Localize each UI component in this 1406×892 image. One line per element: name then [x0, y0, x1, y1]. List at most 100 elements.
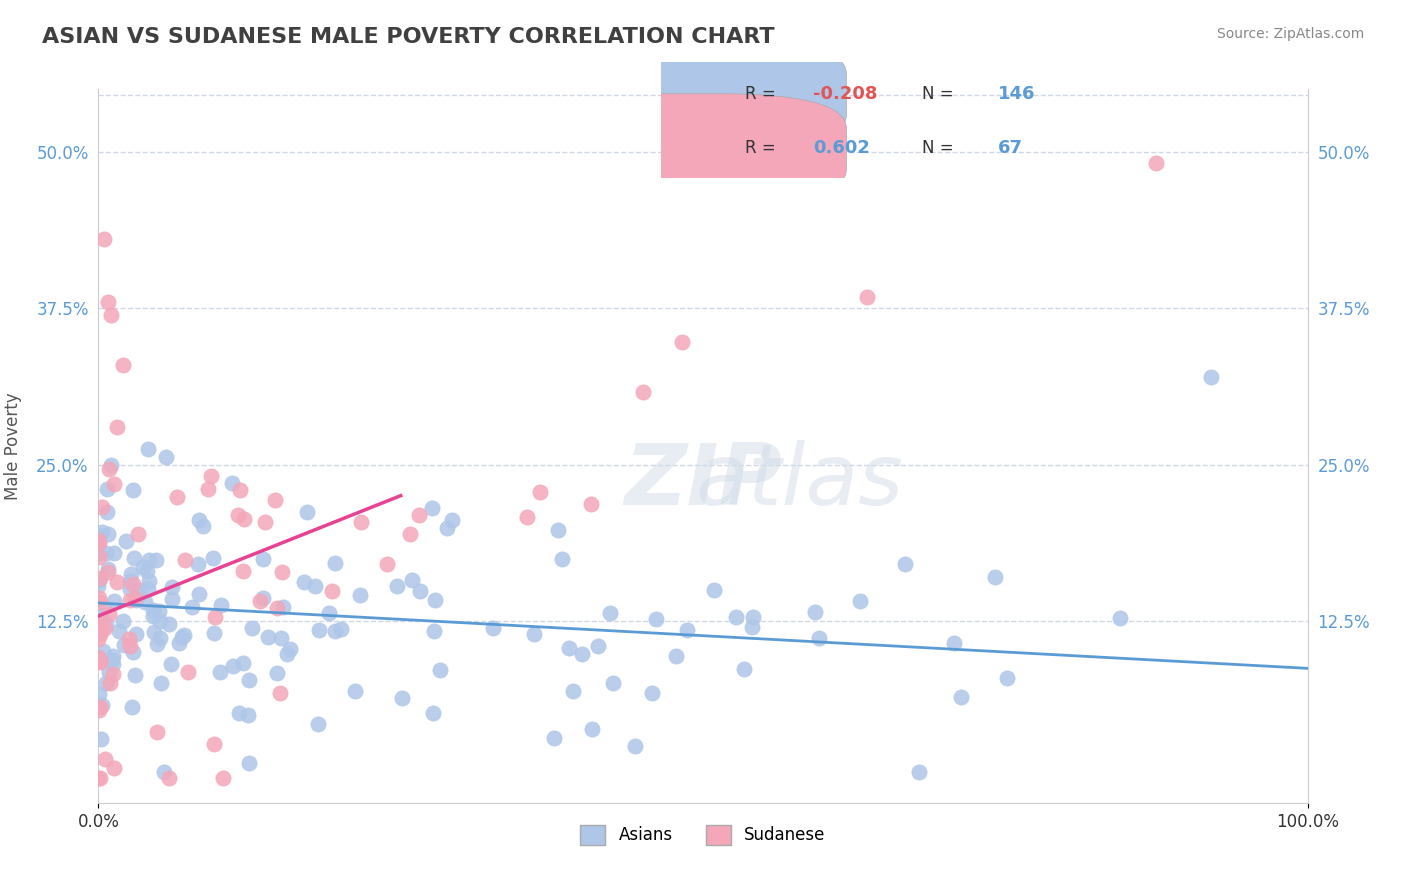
- Point: [87, 550, 110, 565]
- Point: [87, 632, 110, 646]
- Point: [94, 546, 117, 560]
- Point: [602, 676, 624, 690]
- Point: [155, 450, 177, 465]
- Point: [138, 553, 160, 567]
- Point: [89, 591, 111, 605]
- Point: [581, 722, 603, 736]
- Text: Source: ZipAtlas.com: Source: ZipAtlas.com: [1216, 27, 1364, 41]
- Point: [100, 653, 122, 667]
- Point: [209, 665, 232, 679]
- Point: [641, 686, 664, 700]
- Point: [98, 462, 121, 476]
- Point: [87, 533, 110, 548]
- Point: [849, 594, 872, 608]
- Point: [122, 483, 145, 497]
- Point: [157, 771, 180, 785]
- Point: [148, 604, 170, 618]
- Point: [238, 673, 260, 688]
- Point: [187, 586, 209, 600]
- Point: [89, 626, 111, 640]
- Point: [89, 700, 111, 714]
- Text: N =: N =: [922, 85, 959, 103]
- Point: [399, 526, 422, 541]
- Point: [120, 582, 142, 597]
- Point: [724, 609, 747, 624]
- Point: [202, 551, 225, 566]
- Point: [124, 591, 146, 606]
- Point: [349, 588, 371, 602]
- Point: [232, 512, 254, 526]
- Point: [271, 565, 294, 579]
- Point: [103, 761, 125, 775]
- Point: [741, 610, 763, 624]
- Point: [125, 593, 148, 607]
- Point: [87, 534, 110, 549]
- Point: [159, 657, 181, 671]
- Point: [87, 546, 110, 560]
- Point: [145, 553, 167, 567]
- Text: -0.208: -0.208: [813, 85, 877, 103]
- Point: [159, 616, 181, 631]
- Point: [228, 483, 250, 498]
- Point: [949, 690, 972, 705]
- Point: [257, 631, 280, 645]
- Point: [96, 617, 118, 632]
- Point: [271, 599, 294, 614]
- Point: [94, 752, 117, 766]
- Point: [97, 565, 120, 579]
- Point: [89, 771, 111, 785]
- Point: [149, 614, 172, 628]
- Point: [321, 583, 343, 598]
- Point: [167, 636, 190, 650]
- Point: [118, 632, 141, 646]
- Point: [907, 764, 929, 779]
- Point: [323, 624, 346, 638]
- Point: [703, 582, 725, 597]
- Point: [741, 620, 763, 634]
- Point: [665, 648, 688, 663]
- Point: [90, 731, 112, 746]
- Point: [232, 565, 254, 579]
- Point: [100, 458, 122, 472]
- Point: [114, 638, 136, 652]
- Point: [401, 573, 423, 587]
- Point: [87, 771, 110, 785]
- Point: [93, 599, 115, 614]
- Point: [136, 442, 159, 456]
- Point: [522, 627, 544, 641]
- Point: [91, 698, 114, 713]
- Point: [97, 527, 120, 541]
- Point: [124, 667, 146, 681]
- Point: [278, 641, 301, 656]
- Point: [983, 570, 1005, 584]
- Point: [138, 574, 160, 588]
- Point: [112, 614, 135, 628]
- Point: [423, 593, 446, 607]
- Point: [101, 666, 124, 681]
- Point: [733, 662, 755, 676]
- Point: [304, 579, 326, 593]
- Point: [89, 627, 111, 641]
- Point: [87, 529, 110, 543]
- Point: [254, 515, 277, 529]
- Point: [98, 607, 121, 621]
- Point: [127, 527, 149, 541]
- Point: [122, 551, 145, 566]
- Point: [87, 595, 110, 609]
- Point: [188, 513, 211, 527]
- Point: [146, 636, 169, 650]
- Point: [221, 476, 243, 491]
- Point: [671, 334, 693, 349]
- Point: [856, 290, 879, 304]
- Point: [200, 468, 222, 483]
- Point: [375, 557, 398, 571]
- Point: [91, 644, 114, 658]
- Point: [547, 523, 569, 537]
- Point: [125, 626, 148, 640]
- Point: [136, 582, 159, 597]
- Point: [87, 687, 110, 701]
- Text: 146: 146: [998, 85, 1036, 103]
- Text: N =: N =: [922, 139, 959, 157]
- Point: [93, 621, 115, 635]
- Point: [89, 654, 111, 668]
